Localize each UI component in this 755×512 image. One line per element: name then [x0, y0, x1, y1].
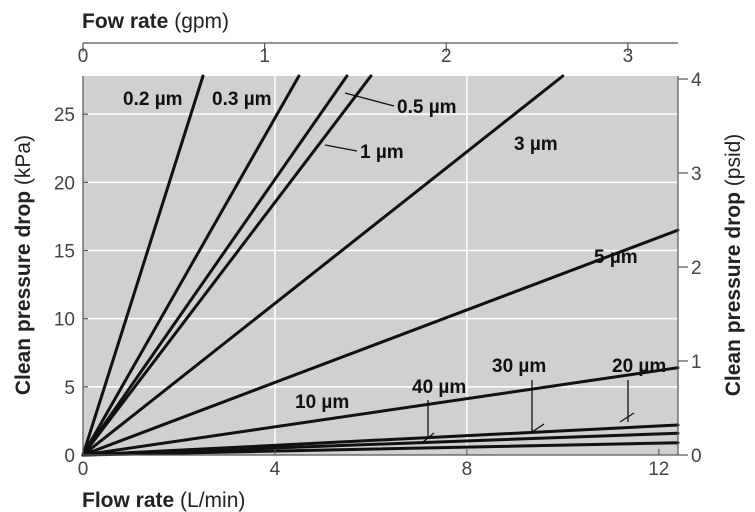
left-axis-title-unit: (kPa)	[12, 135, 35, 185]
right-axis-title-bold: Clean pressure drop	[722, 192, 745, 396]
series-leader-line	[344, 92, 395, 107]
series-line	[81, 74, 373, 457]
left-axis-title-bold: Clean pressure drop	[12, 191, 35, 395]
left-tick-label: 25	[54, 105, 75, 126]
series-lines	[81, 74, 680, 457]
series-line	[81, 74, 301, 457]
right-axis-title-unit: (psid)	[722, 134, 745, 187]
grid-lines	[83, 76, 678, 455]
left-tick-label: 10	[54, 310, 75, 331]
left-tick-label: 5	[64, 378, 75, 399]
left-axis-title: Clean pressure drop (kPa)	[12, 135, 35, 395]
series-label: 0.2 µm	[123, 89, 183, 110]
series-label: 30 µm	[492, 356, 546, 377]
series-line	[81, 74, 205, 457]
series-label: 0.3 µm	[212, 89, 272, 110]
bottom-tick-label: 4	[270, 459, 281, 480]
top-tick-label: 1	[259, 46, 270, 67]
bottom-axis-title: Flow rate (L/min)	[82, 489, 245, 512]
series-label: 10 µm	[295, 392, 349, 413]
series-line	[81, 366, 680, 457]
bottom-tick-label: 0	[78, 459, 89, 480]
bottom-axis-title-bold: Flow rate	[82, 489, 174, 512]
series-label: 1 µm	[360, 142, 404, 163]
top-tick-label: 2	[441, 46, 452, 67]
series-label: 20 µm	[612, 356, 666, 377]
series-leader-tick	[422, 432, 435, 443]
top-tick-label: 3	[623, 46, 634, 67]
plot-area	[83, 76, 678, 455]
series-line	[81, 431, 680, 457]
right-tick-label: 0	[691, 446, 702, 467]
series-line	[81, 228, 680, 457]
series-leader-tick	[619, 412, 635, 423]
bottom-tick-label: 8	[462, 459, 473, 480]
top-tick-label: 0	[78, 46, 89, 67]
right-tick-label: 2	[691, 258, 702, 279]
right-tick-label: 1	[691, 352, 702, 373]
top-axis-title-unit: (gpm)	[174, 10, 229, 33]
series-line	[81, 441, 680, 457]
top-axis-title-bold: Fow rate	[82, 10, 168, 33]
series-line	[81, 74, 565, 457]
bottom-tick-label: 12	[648, 459, 669, 480]
right-tick-label: 4	[691, 70, 702, 91]
series-label: 3 µm	[514, 134, 558, 155]
right-tick-label: 3	[691, 164, 702, 185]
series-label: 40 µm	[412, 377, 466, 398]
series-label: 0.5 µm	[397, 97, 457, 118]
series-labels: 0.2 µm 0.3 µm 0.5 µm 1 µm 3 µm 5 µm 10 µm 20 µm…	[123, 89, 666, 443]
series-leader-line	[324, 144, 358, 152]
series-label: 5 µm	[594, 247, 638, 268]
right-axis-title: Clean pressure drop (psid)	[722, 134, 745, 397]
left-tick-label: 15	[54, 242, 75, 263]
bottom-axis-title-unit: (L/min)	[180, 489, 245, 512]
top-axis-title: Fow rate (gpm)	[82, 10, 229, 33]
series-leader-tick	[531, 423, 545, 433]
series-line	[81, 74, 349, 457]
left-tick-label: 0	[64, 446, 75, 467]
left-tick-label: 20	[54, 173, 75, 194]
